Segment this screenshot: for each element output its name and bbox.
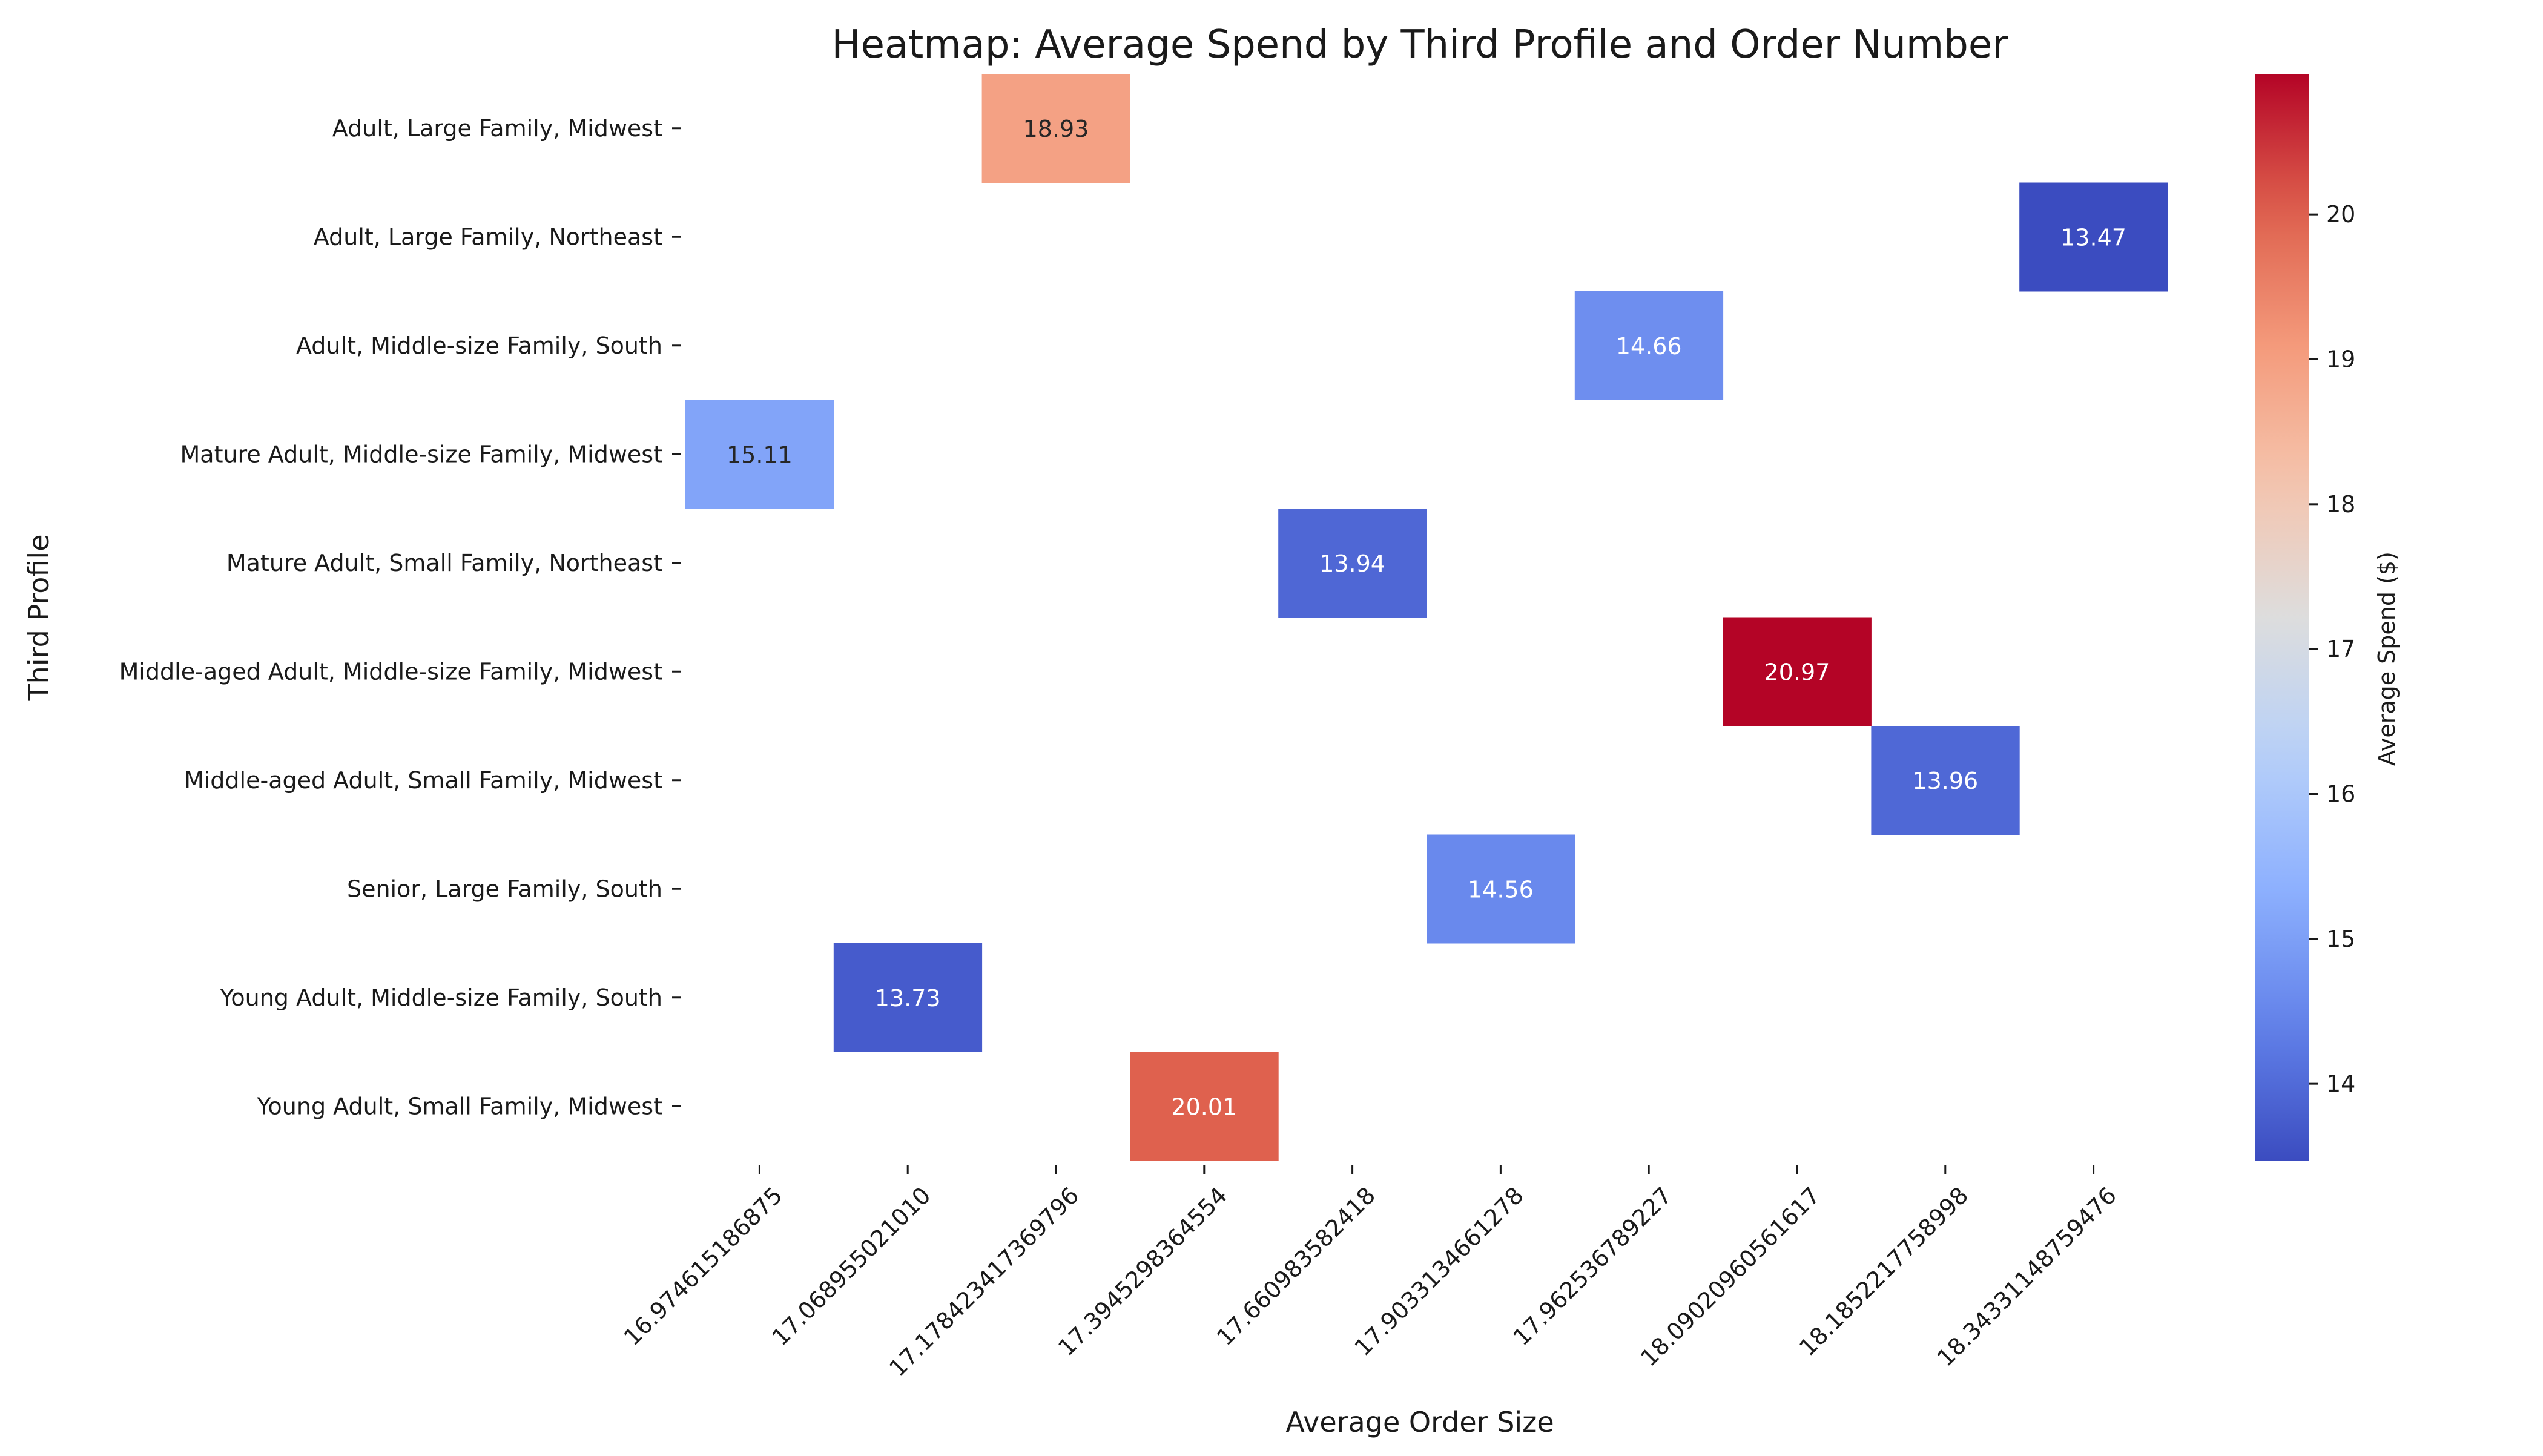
colorbar: 14 15 16 17 18 19 20: [2255, 74, 2355, 1161]
x-tick-label: 17.068955021010: [767, 1182, 936, 1351]
plot-area: 18.93 13.47 14.66 15.11 13.94 20.97 13.96 14.56…: [685, 74, 2168, 1161]
x-tick-label: 17.3945298364554: [1053, 1182, 1232, 1361]
x-tick-label: 17.660983582418: [1212, 1182, 1380, 1351]
heatmap-cell: [1278, 509, 1427, 618]
y-tick-label: Young Adult, Small Family, Midwest: [256, 1093, 662, 1119]
y-tick-label: Senior, Large Family, South: [347, 875, 662, 902]
y-tick-label: Mature Adult, Middle-size Family, Midwes…: [180, 441, 663, 467]
cell-value-label: 14.56: [1468, 876, 1534, 903]
cell-value-label: 13.47: [2060, 224, 2126, 251]
x-tick-label: 16.974615186875: [619, 1182, 788, 1351]
y-tick-label: Middle-aged Adult, Small Family, Midwest: [184, 767, 662, 794]
colorbar-tick-label: 17: [2326, 636, 2355, 662]
y-tick-label: Middle-aged Adult, Middle-size Family, M…: [119, 658, 662, 685]
x-tick-label: 17.962536789227: [1508, 1182, 1677, 1351]
heatmap-cell: [1427, 834, 1575, 944]
colorbar-label: Average Spend ($): [2373, 552, 2400, 766]
x-axis-label: Average Order Size: [1285, 1406, 1554, 1438]
colorbar-tick-label: 15: [2326, 926, 2355, 952]
heatmap-cell: [1871, 726, 2020, 835]
cell-value-label: 18.93: [1023, 116, 1089, 142]
cell-value-label: 13.94: [1319, 550, 1385, 577]
colorbar-tick-label: 20: [2326, 201, 2355, 228]
cell-value-label: 20.01: [1171, 1093, 1237, 1120]
x-tick-label: 17.9033134661278: [1350, 1182, 1529, 1361]
x-tick-label: 18.1852217758998: [1794, 1182, 1973, 1361]
chart-title: Heatmap: Average Spend by Third Profile …: [831, 22, 2008, 67]
heatmap-cell: [1130, 1052, 1279, 1161]
colorbar-gradient: [2255, 74, 2309, 1161]
colorbar-tick-label: 19: [2326, 346, 2355, 372]
heatmap-cell: [2019, 182, 2168, 292]
cell-value-label: 20.97: [1764, 659, 1830, 685]
heatmap-cell: [981, 74, 1130, 183]
heatmap-cell: [685, 400, 834, 509]
colorbar-tick-label: 14: [2326, 1070, 2355, 1097]
y-tick-label: Adult, Large Family, Midwest: [332, 115, 662, 142]
y-tick-label: Adult, Large Family, Northeast: [314, 223, 662, 250]
cell-value-label: 15.11: [727, 441, 793, 468]
heatmap-cell: [1723, 617, 1872, 726]
cell-value-label: 13.96: [1912, 768, 1978, 794]
cell-value-label: 14.66: [1616, 333, 1682, 360]
heatmap-cell: [833, 943, 983, 1052]
y-tick-label: Adult, Middle-size Family, South: [296, 332, 662, 359]
x-axis-ticks: 16.97461518687517.06895502101017.1784234…: [619, 1165, 2122, 1382]
y-tick-label: Young Adult, Middle-size Family, South: [219, 984, 662, 1011]
y-tick-label: Mature Adult, Small Family, Northeast: [226, 550, 662, 576]
colorbar-tick-label: 18: [2326, 491, 2355, 518]
y-axis-ticks: Adult, Large Family, Midwest Adult, Large…: [119, 115, 681, 1119]
colorbar-tick-label: 16: [2326, 780, 2355, 807]
y-axis-label: Third Profile: [22, 535, 55, 702]
cell-value-label: 13.73: [875, 985, 941, 1012]
heatmap-cell: [1574, 291, 1724, 400]
